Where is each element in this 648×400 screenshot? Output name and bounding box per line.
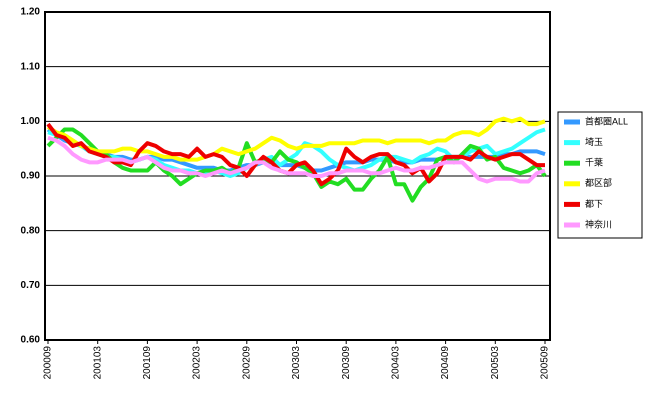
y-tick-label: 1.10	[21, 61, 41, 72]
series-line	[47, 135, 546, 184]
x-tick-label: 200009	[43, 346, 54, 380]
legend-box	[557, 111, 643, 239]
plot-frame	[44, 11, 551, 341]
x-tick-label: 200203	[192, 346, 203, 380]
legend-label: 埼玉	[585, 136, 603, 147]
x-tick-label: 200403	[391, 346, 402, 380]
y-tick-label: 0.60	[21, 335, 41, 346]
y-tick-label: 0.90	[21, 171, 41, 182]
legend-label: 都下	[585, 199, 603, 209]
x-tick-label: 200209	[241, 346, 252, 380]
x-tick-label: 200503	[490, 346, 501, 380]
y-tick-label: 1.20	[21, 7, 41, 18]
y-tick-label: 0.70	[21, 280, 41, 291]
legend-label: 都区部	[585, 177, 612, 188]
y-tick-label: 0.80	[21, 225, 41, 236]
x-tick-label: 200509	[540, 346, 551, 380]
legend-label: 千葉	[585, 157, 603, 168]
x-tick-label: 200409	[440, 346, 451, 380]
x-tick-label: 200103	[92, 346, 103, 380]
series-line	[46, 122, 545, 187]
legend-label: 神奈川	[585, 218, 612, 229]
legend-label: 首都圏ALL	[585, 115, 628, 126]
x-tick-label: 200303	[291, 346, 302, 380]
series-line	[46, 116, 546, 162]
series-line	[46, 127, 547, 203]
x-tick-label: 200309	[341, 346, 352, 380]
x-tick-label: 200109	[142, 346, 153, 380]
y-tick-label: 1.00	[21, 116, 41, 127]
